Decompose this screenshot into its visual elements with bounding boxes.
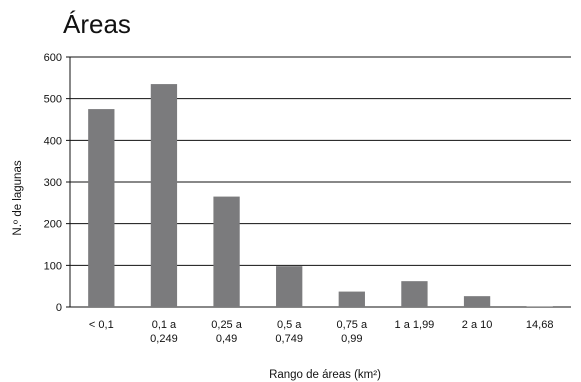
bars <box>88 84 553 307</box>
x-tick-label: 1 a 1,99 <box>395 319 435 331</box>
x-tick-label: 2 a 10 <box>462 319 493 331</box>
gridlines <box>66 57 571 307</box>
x-tick-label: 0,749 <box>275 333 303 345</box>
y-tick-label: 500 <box>44 94 62 106</box>
y-tick-label: 200 <box>44 219 62 231</box>
bar <box>339 292 365 307</box>
y-tick-label: 300 <box>44 177 62 189</box>
bar <box>213 197 239 307</box>
x-tick-label: < 0,1 <box>89 319 114 331</box>
y-tick-label: 400 <box>44 135 62 147</box>
x-tick-label: 0,5 a <box>277 319 302 331</box>
y-tick-label: 0 <box>56 302 62 314</box>
y-tick-label: 600 <box>44 52 62 64</box>
x-axis-label: Rango de áreas (km²) <box>269 369 381 381</box>
x-tick-label: 0,75 a <box>337 319 368 331</box>
bar <box>88 109 114 307</box>
x-tick-label: 0,249 <box>150 333 178 345</box>
y-axis-label: N.º de lagunas <box>12 160 24 235</box>
y-axis-ticks: 0 100 200 300 400 500 600 <box>44 52 62 314</box>
x-axis-ticks: < 0,1 0,1 a 0,249 0,25 a 0,49 0,5 a 0,749 0,75 … <box>89 319 554 345</box>
bar <box>151 84 177 307</box>
chart-title: Áreas <box>63 9 131 39</box>
bar <box>464 296 490 307</box>
x-tick-label: 0,1 a <box>152 319 177 331</box>
y-tick-label: 100 <box>44 260 62 272</box>
bar <box>401 281 427 307</box>
x-tick-label: 14,68 <box>526 319 554 331</box>
x-tick-label: 0,25 a <box>211 319 242 331</box>
x-tick-label: 0,49 <box>216 333 237 345</box>
x-tick-label: 0,99 <box>341 333 362 345</box>
bar <box>276 266 302 307</box>
